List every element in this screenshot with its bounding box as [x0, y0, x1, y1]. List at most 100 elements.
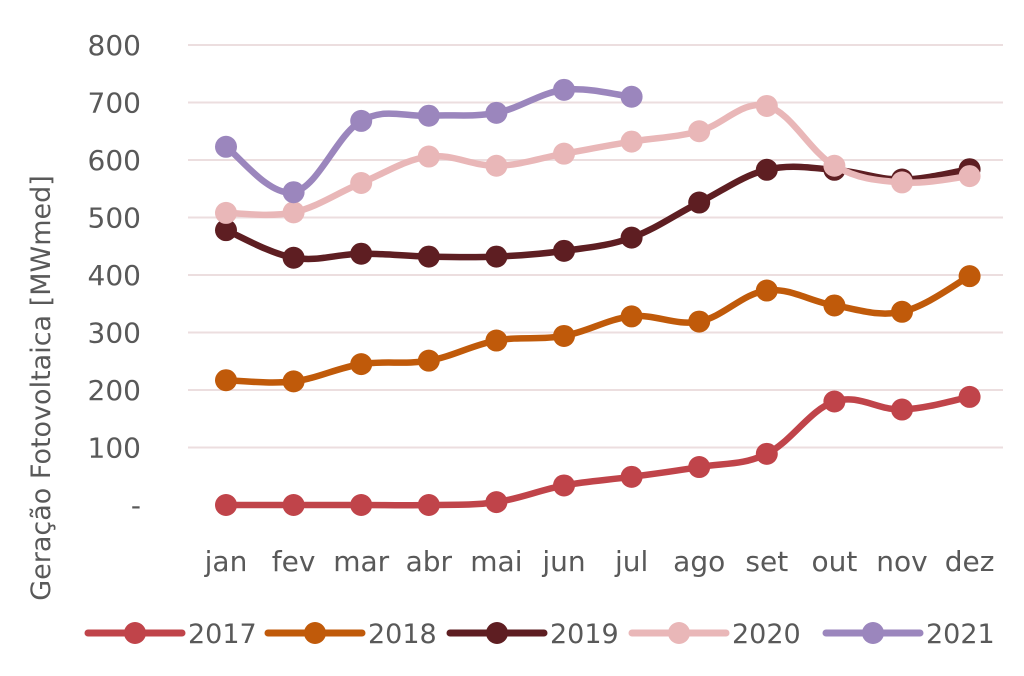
legend-swatch-marker — [668, 622, 690, 644]
legend-label: 2018 — [368, 619, 437, 650]
data-point-2018 — [485, 329, 508, 352]
data-point-2017 — [485, 491, 508, 514]
x-tick-label: jul — [614, 545, 648, 578]
legend: 2017 2018 2019 2020 2021 — [84, 619, 995, 650]
x-tick-label: nov — [876, 545, 927, 578]
data-point-2018 — [620, 305, 643, 328]
data-point-2019 — [215, 219, 237, 242]
y-tick-label: - — [131, 489, 141, 522]
series-2021 — [215, 78, 643, 204]
y-axis-title: Geração Fotovoltaica [MWmed] — [26, 175, 57, 601]
x-tick-label: jun — [541, 545, 585, 578]
data-point-2019 — [282, 246, 305, 269]
y-tick-label: 100 — [88, 432, 141, 465]
legend-item-2020: 2020 — [628, 619, 801, 650]
legend-swatch-marker — [486, 622, 508, 644]
series-line-2019 — [222, 163, 973, 263]
data-point-2017 — [755, 442, 778, 465]
x-tick-label: set — [745, 545, 788, 578]
x-tick-label: dez — [945, 545, 995, 578]
data-point-2020 — [620, 130, 643, 153]
y-tick-label: 800 — [88, 29, 141, 62]
y-axis-ticks: - 100 200 300 400 500 600 700 800 — [88, 29, 141, 522]
data-point-2017 — [350, 494, 373, 516]
legend-item-2019: 2019 — [446, 619, 619, 650]
x-tick-label: mai — [470, 545, 522, 578]
legend-item-2017: 2017 — [84, 619, 257, 650]
data-point-2019 — [350, 242, 373, 265]
data-point-2020 — [958, 165, 981, 188]
data-point-2018 — [688, 310, 711, 333]
data-point-2020 — [688, 120, 711, 143]
series-line-2017 — [222, 393, 973, 509]
y-tick-label: 200 — [88, 374, 141, 407]
legend-item-2021: 2021 — [822, 619, 995, 650]
data-point-2018 — [350, 353, 373, 376]
data-point-2021 — [485, 101, 508, 124]
x-tick-label: mar — [333, 545, 389, 578]
x-tick-label: fev — [272, 545, 316, 578]
x-tick-label: jan — [204, 545, 248, 578]
data-point-2021 — [215, 135, 237, 158]
data-point-2020 — [282, 201, 305, 224]
data-point-2019 — [485, 245, 508, 268]
series-lines — [215, 78, 981, 516]
y-tick-label: 500 — [88, 202, 141, 235]
x-tick-label: ago — [673, 545, 725, 578]
data-point-2017 — [823, 390, 846, 413]
data-point-2017 — [215, 494, 237, 516]
data-point-2018 — [891, 300, 913, 323]
data-point-2017 — [553, 474, 575, 497]
data-point-2017 — [417, 494, 440, 516]
data-point-2020 — [215, 201, 237, 224]
x-tick-label: out — [811, 545, 857, 578]
data-point-2018 — [282, 370, 305, 393]
series-2020 — [215, 94, 981, 224]
data-point-2017 — [891, 398, 913, 421]
y-tick-label: 600 — [88, 144, 141, 177]
legend-swatch-marker — [304, 622, 326, 644]
data-point-2020 — [485, 154, 508, 177]
data-point-2020 — [755, 94, 778, 117]
x-axis-ticks: jan fev mar abr mai jun jul ago set out nov dez — [204, 545, 995, 578]
y-tick-label: 300 — [88, 317, 141, 350]
data-point-2019 — [553, 239, 575, 262]
data-point-2018 — [215, 369, 237, 392]
data-point-2018 — [417, 349, 440, 372]
x-tick-label: abr — [406, 545, 453, 578]
legend-item-2018: 2018 — [264, 619, 437, 650]
data-point-2020 — [891, 171, 913, 194]
data-point-2019 — [620, 226, 643, 249]
data-point-2020 — [350, 172, 373, 194]
data-point-2020 — [823, 154, 846, 177]
series-line-2018 — [222, 272, 973, 386]
data-point-2020 — [553, 142, 575, 165]
data-point-2017 — [958, 385, 981, 408]
y-tick-label: 400 — [88, 259, 141, 292]
data-point-2017 — [688, 456, 711, 479]
legend-swatch-marker — [124, 622, 146, 644]
legend-swatch-marker — [862, 622, 884, 644]
legend-label: 2020 — [732, 619, 801, 650]
data-point-2018 — [958, 265, 981, 288]
data-point-2019 — [417, 245, 440, 268]
data-point-2018 — [755, 279, 778, 302]
data-point-2021 — [282, 181, 305, 204]
data-point-2021 — [350, 109, 373, 132]
y-tick-label: 700 — [88, 87, 141, 120]
legend-label: 2021 — [926, 619, 995, 650]
data-point-2019 — [688, 191, 711, 214]
data-point-2018 — [553, 324, 575, 347]
data-point-2017 — [282, 494, 305, 516]
series-2017 — [215, 385, 981, 516]
data-point-2017 — [620, 465, 643, 488]
data-point-2019 — [755, 158, 778, 181]
legend-label: 2019 — [550, 619, 619, 650]
legend-label: 2017 — [188, 619, 257, 650]
data-point-2021 — [553, 78, 575, 101]
data-point-2018 — [823, 294, 846, 317]
data-point-2021 — [620, 85, 643, 108]
data-point-2020 — [417, 145, 440, 168]
data-point-2021 — [417, 104, 440, 127]
